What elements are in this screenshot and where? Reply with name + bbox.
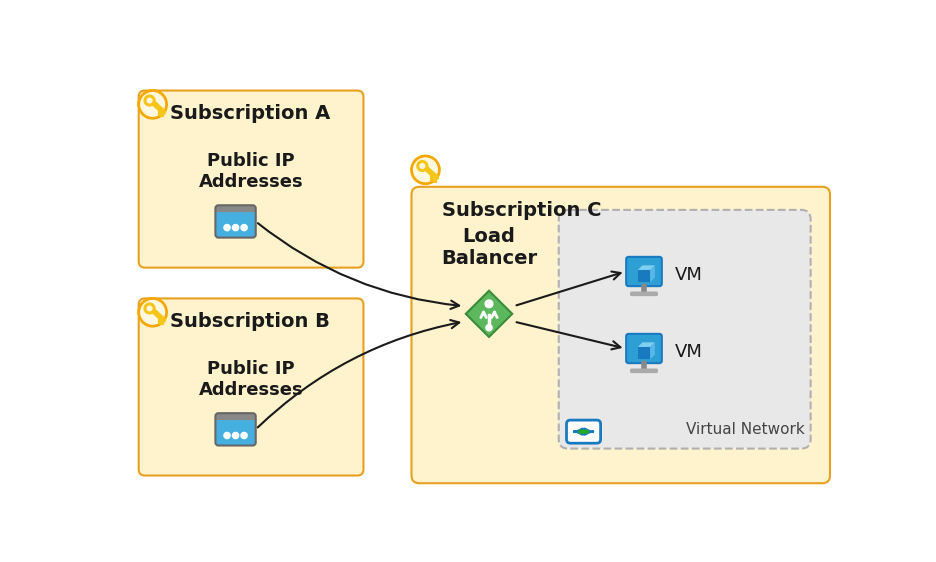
FancyBboxPatch shape — [215, 205, 256, 213]
Circle shape — [139, 298, 167, 326]
FancyBboxPatch shape — [215, 212, 256, 238]
Polygon shape — [637, 342, 655, 347]
Circle shape — [139, 90, 167, 118]
Circle shape — [144, 303, 155, 314]
Circle shape — [147, 306, 152, 311]
FancyBboxPatch shape — [630, 292, 658, 296]
Polygon shape — [637, 347, 651, 359]
Text: Subscription B: Subscription B — [169, 312, 329, 332]
Text: Public IP
Addresses: Public IP Addresses — [198, 152, 303, 191]
Text: Public IP
Addresses: Public IP Addresses — [198, 360, 303, 399]
Polygon shape — [637, 265, 655, 270]
Circle shape — [420, 164, 425, 168]
Circle shape — [486, 325, 492, 331]
FancyBboxPatch shape — [215, 413, 256, 421]
Text: Subscription C: Subscription C — [443, 201, 602, 220]
Text: Subscription A: Subscription A — [169, 105, 330, 124]
FancyBboxPatch shape — [626, 334, 662, 363]
Polygon shape — [651, 265, 655, 282]
FancyBboxPatch shape — [139, 90, 363, 268]
Circle shape — [144, 95, 155, 106]
Circle shape — [224, 225, 230, 230]
Polygon shape — [466, 291, 512, 337]
Circle shape — [232, 225, 239, 230]
Circle shape — [485, 300, 493, 307]
Circle shape — [412, 156, 439, 184]
Text: Virtual Network: Virtual Network — [686, 422, 804, 437]
Circle shape — [582, 430, 585, 433]
Polygon shape — [651, 342, 655, 359]
Circle shape — [224, 432, 230, 438]
Circle shape — [241, 225, 247, 230]
Polygon shape — [637, 270, 651, 282]
Text: VM: VM — [675, 266, 703, 284]
Circle shape — [147, 98, 152, 103]
FancyBboxPatch shape — [626, 257, 662, 286]
FancyBboxPatch shape — [566, 420, 601, 443]
Circle shape — [578, 430, 582, 433]
FancyBboxPatch shape — [139, 298, 363, 475]
Circle shape — [417, 161, 428, 171]
Text: VM: VM — [675, 343, 703, 361]
FancyBboxPatch shape — [412, 187, 830, 483]
Circle shape — [232, 432, 239, 438]
FancyBboxPatch shape — [630, 369, 658, 373]
Circle shape — [241, 432, 247, 438]
Text: Load
Balancer: Load Balancer — [441, 226, 537, 268]
Circle shape — [585, 430, 588, 433]
FancyBboxPatch shape — [215, 420, 256, 446]
FancyBboxPatch shape — [559, 210, 811, 448]
